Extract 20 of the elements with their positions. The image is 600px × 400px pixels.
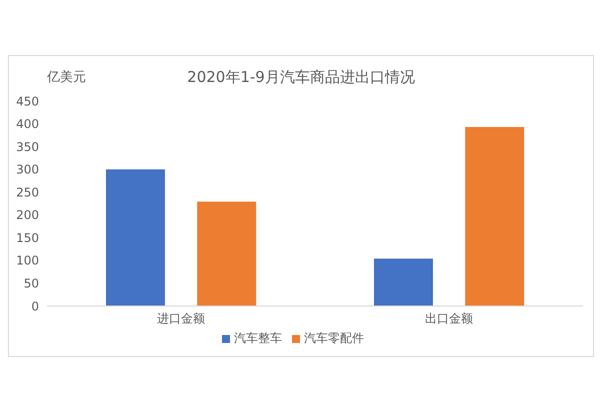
y-tick-label: 200: [16, 208, 39, 222]
bar: [197, 202, 256, 306]
chart-title: 2020年1-9月汽车商品进出口情况: [187, 68, 415, 86]
y-tick-label: 150: [16, 230, 39, 245]
bar: [106, 169, 165, 306]
legend-label: 汽车零配件: [304, 331, 364, 345]
x-tick-label: 出口金额: [425, 312, 473, 326]
y-tick-label: 400: [16, 117, 39, 132]
bar: [465, 126, 524, 306]
y-tick-label: 350: [16, 140, 39, 154]
bar: [374, 258, 433, 306]
y-tick-label: 250: [16, 185, 39, 200]
x-tick-label: 进口金额: [157, 312, 205, 326]
legend-label: 汽车整车: [234, 331, 282, 345]
y-tick-label: 0: [31, 299, 39, 314]
y-tick-label: 100: [16, 254, 39, 268]
y-tick-label: 450: [16, 94, 39, 108]
y-axis-title: 亿美元: [47, 69, 86, 86]
y-tick-label: 300: [16, 162, 39, 177]
y-tick-label: 50: [24, 276, 39, 290]
